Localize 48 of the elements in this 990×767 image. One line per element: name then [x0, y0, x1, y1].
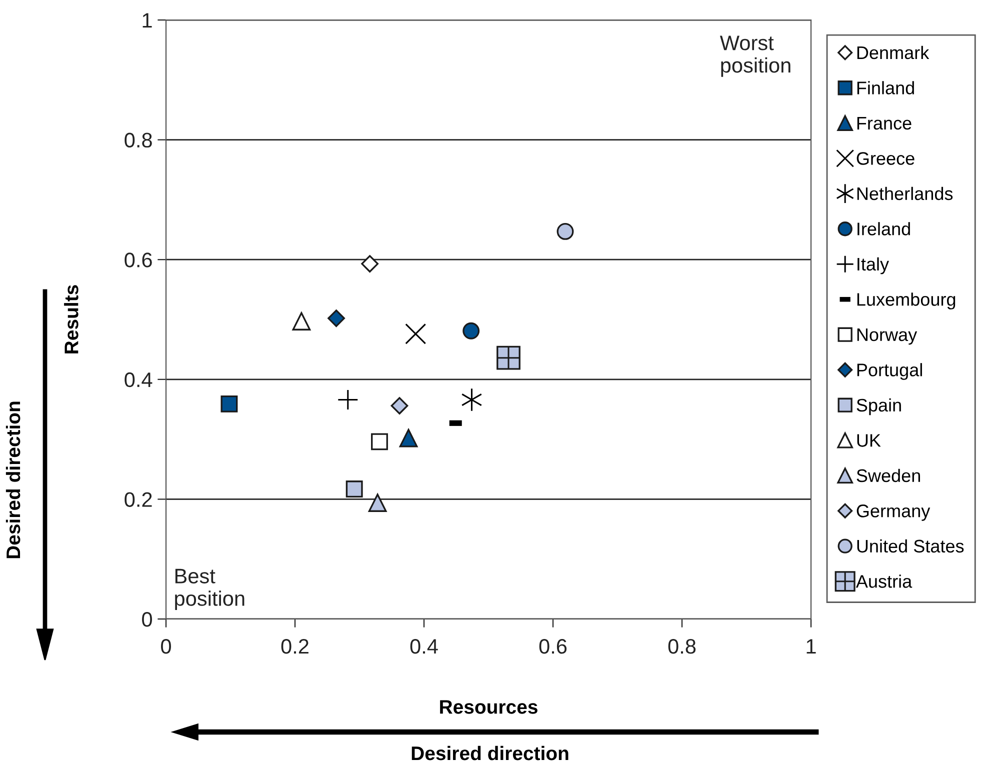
y-axis-title: Results: [64, 285, 78, 354]
y-tick-label: 0.8: [124, 132, 152, 148]
legend-label: Spain: [856, 398, 901, 416]
point: [556, 222, 574, 240]
text: Desired direction: [6, 402, 20, 558]
x-tick-label: 1: [806, 639, 816, 654]
legend-label: Austria: [856, 574, 912, 588]
point: [328, 310, 345, 327]
legend-label: Sweden: [856, 468, 920, 482]
point: [337, 389, 358, 410]
point: [371, 433, 388, 450]
annotation: Best position: [175, 568, 244, 610]
y-tick-label: 0.2: [124, 492, 152, 507]
legend-label: United States: [857, 539, 964, 553]
legend-label: Netherlands: [857, 186, 953, 200]
y-tick-label: 0.4: [124, 372, 152, 388]
y-tick-label: 1: [142, 13, 152, 28]
x-axis-title: Resources: [440, 700, 538, 714]
y-tick-label: 0: [142, 612, 152, 627]
legend-label: Germany: [856, 504, 930, 521]
point: [346, 480, 363, 498]
x-tick-label: 0: [161, 638, 171, 654]
y-tick-label: 0.6: [124, 252, 152, 268]
point: [292, 312, 311, 330]
legend-label: Denmark: [857, 46, 930, 60]
legend-label: Italy: [858, 257, 889, 274]
x-tick-label: 0.4: [410, 638, 438, 654]
legend-label: Luxembourg: [857, 292, 956, 310]
point: [399, 428, 418, 448]
legend-label: Greece: [856, 152, 914, 165]
point: [461, 388, 482, 412]
legend-label: UK: [857, 434, 881, 447]
legend-label: Finland: [857, 81, 914, 94]
point: [368, 494, 387, 512]
point: [220, 395, 238, 412]
point: [405, 323, 426, 344]
point: [361, 255, 379, 272]
x-tick-label: 0.6: [539, 638, 567, 654]
text: Desired direction: [412, 746, 568, 760]
legend-label: Portugal: [857, 363, 922, 380]
annotation: Worst position: [720, 36, 790, 77]
x-tick-label: 0.2: [281, 638, 308, 654]
legend-label: Ireland: [858, 222, 910, 236]
legend-label: Norway: [857, 328, 918, 345]
point: [390, 397, 408, 414]
legend-label: France: [857, 117, 912, 130]
point: [462, 322, 480, 340]
x-tick-label: 0.8: [668, 638, 696, 654]
